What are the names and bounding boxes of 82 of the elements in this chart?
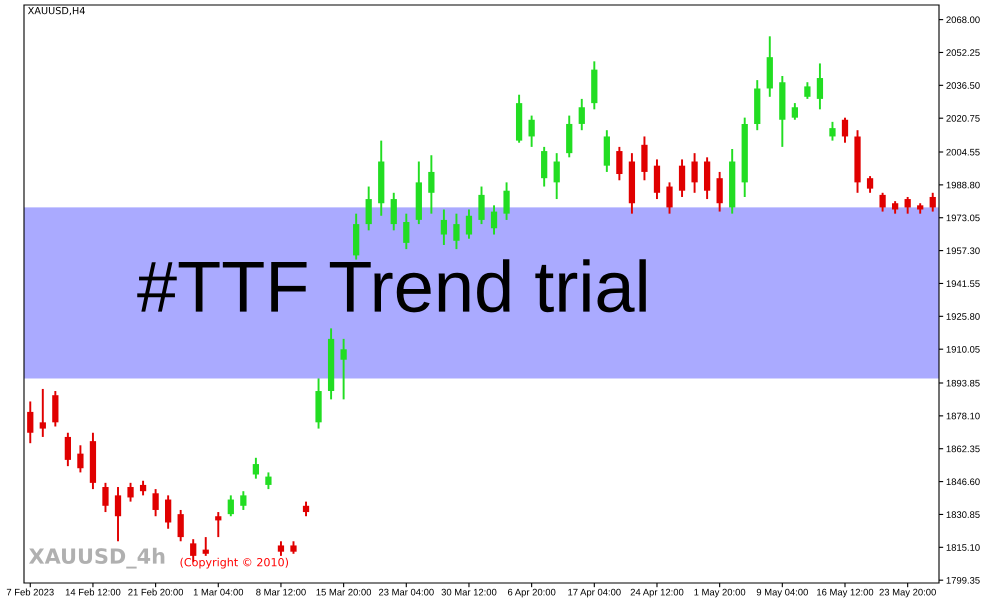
candlestick bbox=[165, 494, 172, 530]
candlestick bbox=[102, 482, 109, 514]
y-tick-label: 2036.50 bbox=[946, 82, 980, 89]
y-tick-label: 1830.85 bbox=[946, 511, 980, 518]
y-tick-label: 1988.80 bbox=[946, 182, 980, 188]
candlestick bbox=[528, 114, 535, 148]
y-tick-label: 1799.35 bbox=[946, 577, 980, 584]
x-tick-label: 23 Mar 04:00 bbox=[378, 588, 434, 596]
y-tick-label: 1941.55 bbox=[946, 280, 980, 287]
candlestick bbox=[691, 152, 698, 194]
x-tick-label: 30 Mar 12:00 bbox=[442, 588, 496, 596]
x-tick-label: 9 May 04:00 bbox=[756, 588, 808, 598]
chart-title: XAUUSD,H4 bbox=[28, 6, 85, 16]
candlestick bbox=[554, 152, 560, 200]
x-tick-label: 1 Mar 04:00 bbox=[194, 588, 244, 596]
y-tick-label: 1957.30 bbox=[946, 247, 980, 254]
x-tick-label: 15 Mar 20:00 bbox=[316, 588, 372, 596]
candlestick bbox=[666, 181, 673, 215]
x-tick-label: 14 Feb 12:00 bbox=[66, 588, 120, 596]
candlestick bbox=[490, 204, 498, 236]
y-tick-label: 1893.85 bbox=[946, 380, 980, 387]
y-tick-label: 2052.25 bbox=[946, 49, 980, 56]
candlestick bbox=[215, 511, 222, 538]
candlestick bbox=[152, 488, 159, 518]
x-tick-label: 6 Apr 20:00 bbox=[508, 588, 556, 598]
candlestick bbox=[804, 81, 811, 100]
x-tick-label: 17 Apr 04:00 bbox=[568, 588, 621, 598]
candlestick bbox=[930, 192, 936, 213]
x-tick-label: 21 Feb 20:00 bbox=[128, 588, 184, 596]
candlestick bbox=[578, 98, 585, 132]
candlestick bbox=[842, 116, 848, 144]
candlestick bbox=[616, 146, 623, 182]
candlestick bbox=[114, 486, 122, 542]
candlestick bbox=[440, 208, 448, 246]
candlestick bbox=[228, 494, 234, 518]
band-label: #TTF Trend trial bbox=[137, 259, 646, 312]
candlestick bbox=[503, 181, 510, 221]
candlestick bbox=[302, 500, 310, 518]
candlestick bbox=[140, 480, 146, 496]
y-tick-label: 2020.75 bbox=[946, 115, 980, 122]
x-tick-label: 24 Apr 12:00 bbox=[630, 588, 684, 598]
y-tick-label: 2004.55 bbox=[946, 148, 980, 156]
candlestick bbox=[278, 540, 284, 557]
candlestick bbox=[904, 196, 911, 215]
y-tick-label: 1846.60 bbox=[946, 478, 980, 486]
candlestick bbox=[428, 154, 434, 215]
candlestick bbox=[290, 540, 297, 555]
y-tick-label: 1910.05 bbox=[946, 346, 980, 353]
candlestick bbox=[252, 456, 260, 480]
candlestick bbox=[866, 175, 874, 194]
candlestick bbox=[27, 400, 34, 444]
candlestick bbox=[403, 212, 410, 250]
candlestick bbox=[466, 208, 472, 240]
candlestick bbox=[127, 482, 134, 503]
candlestick bbox=[64, 432, 72, 468]
y-tick-label: 1878.10 bbox=[946, 412, 980, 420]
annotation: (Copyright © 2010) bbox=[180, 558, 288, 569]
y-tick-label: 1862.35 bbox=[946, 446, 980, 452]
annotation: XAUUSD_4h bbox=[28, 548, 164, 569]
y-tick-label: 2068.00 bbox=[946, 16, 980, 24]
y-tick-label: 1973.05 bbox=[946, 214, 980, 222]
x-tick-label: 16 May 12:00 bbox=[817, 588, 874, 598]
candlestick bbox=[77, 444, 84, 474]
candlestick bbox=[892, 200, 898, 215]
x-tick-label: 8 Mar 12:00 bbox=[256, 588, 306, 596]
candlestick bbox=[178, 508, 184, 542]
x-tick-label: 23 May 20:00 bbox=[880, 588, 936, 598]
candlestick bbox=[453, 212, 460, 250]
x-tick-label: 1 May 20:00 bbox=[694, 588, 746, 598]
candlestick bbox=[816, 62, 824, 110]
candlestick bbox=[240, 490, 246, 511]
candlestick bbox=[202, 536, 209, 557]
candlestick bbox=[340, 338, 347, 400]
candlestick bbox=[792, 102, 798, 121]
y-tick-label: 1815.10 bbox=[946, 544, 980, 551]
candlestick bbox=[829, 120, 836, 142]
y-tick-label: 1925.80 bbox=[946, 313, 980, 320]
candlestick bbox=[40, 388, 46, 438]
x-tick-label: 7 Feb 2023 bbox=[6, 588, 54, 596]
candlestick bbox=[879, 192, 886, 213]
candlestick bbox=[917, 202, 924, 215]
candlestick bbox=[265, 471, 272, 490]
